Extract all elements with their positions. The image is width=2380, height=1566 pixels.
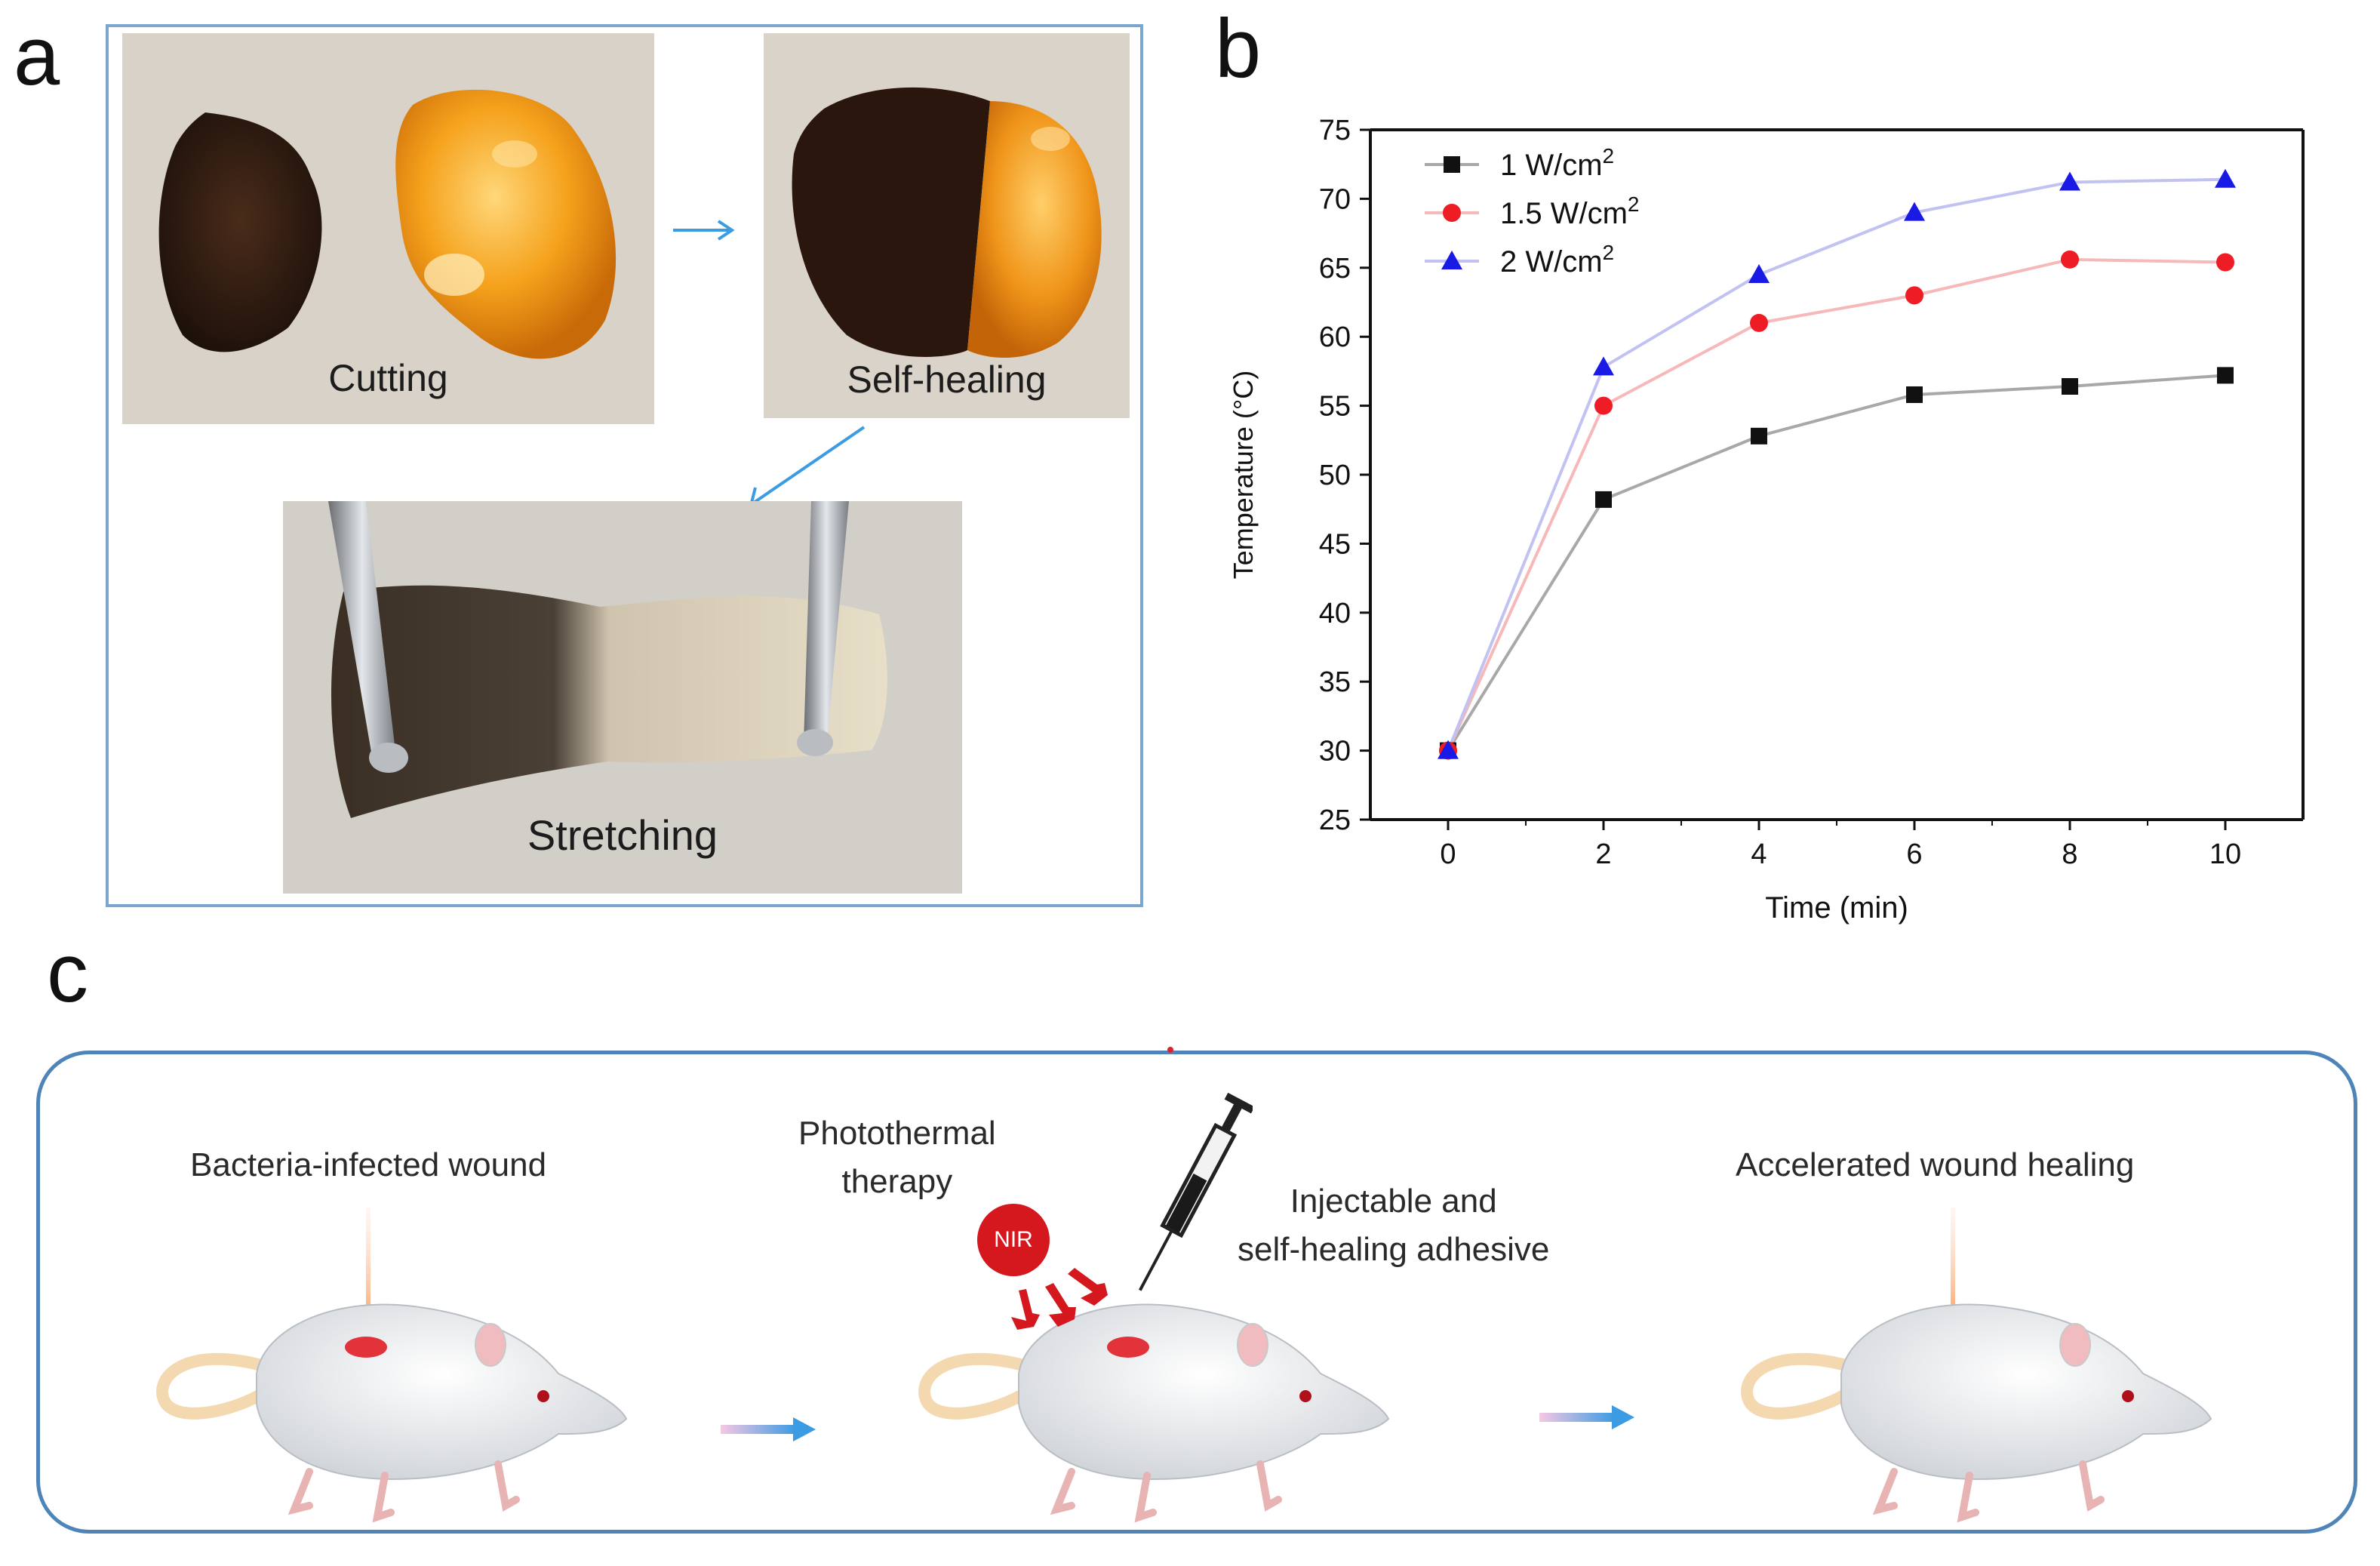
nir-rays-icon [1011,1268,1108,1330]
bacteria-infected-label: Bacteria-infected wound [190,1146,547,1183]
y-tick-label: 40 [1319,598,1351,629]
data-point-series-0 [1595,491,1612,508]
syringe-icon [1138,1092,1253,1291]
rat-infected-illustration [156,1208,628,1523]
self-healing-image [764,33,1130,418]
stretching-image [283,501,962,894]
x-axis-label: Time (min) [1765,891,1908,925]
series-line-0 [1447,374,2226,752]
self-healing-label: Self-healing [847,358,1047,401]
series-line-2 [1447,177,2226,752]
cutting-label: Cutting [328,357,448,399]
photothermal-label: Photothermal therapy [798,1109,996,1206]
data-point-series-0 [2217,367,2234,384]
temperature-chart: 25 30 35 40 45 50 55 60 65 70 75 0 2 4 6 8 10 Temperatu… [1228,115,2305,925]
rat-healed-illustration [1741,1208,2212,1523]
y-tick-label: 55 [1319,391,1351,423]
legend-marker-0 [1444,156,1460,173]
stretching-label: Stretching [527,811,718,859]
y-tick-label: 75 [1319,115,1351,146]
legend-label-1: 1.5 W/cm2 [1500,192,1639,230]
nir-source-icon: NIR [977,1204,1050,1276]
arrow-right-icon [673,220,735,241]
stretching-photo: Stretching [283,501,962,894]
data-point-series-2 [1593,356,1614,376]
y-tick-label: 45 [1319,528,1351,560]
data-point-series-2 [1438,740,1459,759]
x-tick-label: 10 [2209,838,2241,870]
arrow-down-left-icon [749,426,866,508]
y-tick-label: 30 [1319,736,1351,768]
series-line-1 [1447,257,2226,752]
rat-treatment-illustration [918,1303,1390,1523]
cutting-photo: Cutting [122,33,654,424]
y-tick-label: 25 [1319,805,1351,836]
data-point-series-0 [1906,386,1923,403]
data-point-series-1 [1905,286,1923,305]
arrow-step1-icon [721,1417,816,1441]
y-axis-label: Temperature (°C) [1228,371,1259,579]
photothermal-line2: therapy [841,1162,953,1200]
data-point-series-2 [2059,171,2080,191]
x-tick-label: 2 [1595,838,1611,870]
nir-label: NIR [994,1227,1033,1252]
panel-label-c: c [47,927,88,1020]
data-point-series-1 [1594,396,1613,415]
photothermal-line1: Photothermal [798,1115,996,1152]
data-point-series-0 [1751,427,1767,445]
panel-label-b: b [1215,2,1262,95]
y-tick-label: 50 [1319,460,1351,491]
red-dot-marker [1167,1047,1173,1053]
y-tick-label: 70 [1319,183,1351,215]
data-point-series-2 [1904,202,1925,221]
legend-label-2: 2 W/cm2 [1500,241,1614,278]
legend-marker-2 [1441,251,1462,269]
arrow-step2-icon [1539,1405,1634,1429]
x-tick-label: 6 [1906,838,1922,870]
panel-label-a: a [14,10,60,103]
accelerated-healing-label: Accelerated wound healing [1736,1146,2135,1183]
injectable-line1: Injectable and [1290,1183,1497,1220]
panel-a-frame [106,24,1143,907]
data-point-series-0 [2062,378,2078,395]
panel-c-frame [36,1051,2357,1534]
legend-marker-1 [1443,204,1461,222]
y-tick-label: 60 [1319,322,1351,353]
data-point-series-1 [1750,313,1768,332]
data-point-series-1 [2061,250,2079,269]
cutting-image [122,33,654,424]
self-healing-photo: Self-healing [764,33,1130,418]
data-point-series-1 [2216,253,2234,272]
x-tick-label: 8 [2062,838,2077,870]
x-tick-label: 0 [1440,838,1456,870]
y-tick-label: 35 [1319,666,1351,698]
injectable-label: Injectable and self-healing adhesive [1238,1177,1549,1274]
y-tick-label: 65 [1319,253,1351,285]
injectable-line2: self-healing adhesive [1238,1230,1550,1268]
x-tick-label: 4 [1751,838,1767,870]
data-point-series-2 [1748,263,1770,283]
data-point-series-2 [2215,168,2236,188]
legend-label-0: 1 W/cm2 [1500,144,1614,182]
